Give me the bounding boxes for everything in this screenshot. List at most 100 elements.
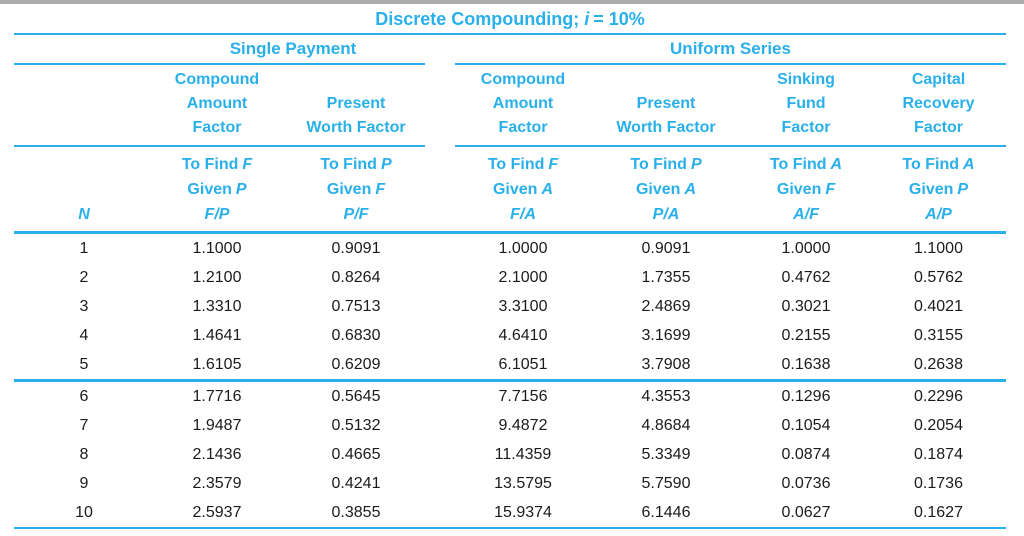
- divider-under-title: [14, 33, 1006, 35]
- find-line: To Find P: [591, 152, 741, 177]
- find-label: To Find: [769, 156, 827, 173]
- ratio-label: F/A: [510, 206, 536, 223]
- table-row: 3 1.3310 0.7513 3.3100 2.4869 0.3021 0.4021: [14, 292, 1006, 321]
- col-header-present-worth-factor-sp: Present Worth Factor: [306, 95, 406, 136]
- row-number: 3: [79, 298, 89, 315]
- factor-value: 0.1627: [914, 504, 963, 521]
- factor-value: 2.1436: [192, 446, 242, 463]
- title-interest-symbol: i: [584, 9, 590, 29]
- factor-value: 0.2638: [914, 356, 963, 373]
- factor-value: 0.1638: [781, 356, 831, 373]
- ratio-label: P/A: [652, 206, 680, 223]
- factor-value: 0.1054: [781, 417, 831, 434]
- factor-value: 0.2054: [914, 417, 963, 434]
- factor-value: 13.5795: [494, 475, 552, 492]
- find-label: To Find: [630, 156, 687, 173]
- divider-under-subheaders: [14, 145, 1006, 147]
- factor-value: 4.6410: [498, 327, 548, 344]
- given-line: Given F: [280, 177, 432, 202]
- page-title: Discrete Compounding; i = 10%: [14, 4, 1006, 33]
- divider-segment-left: [14, 145, 425, 147]
- group-header-single-payment: Single Payment: [229, 39, 357, 58]
- factor-value: 3.1699: [641, 327, 691, 344]
- divider-segment-right: [455, 63, 1006, 65]
- factor-value: 15.9374: [494, 504, 552, 521]
- given-line: Given A: [455, 177, 591, 202]
- factor-value: 0.7513: [331, 298, 381, 315]
- factor-value: 4.3553: [641, 388, 691, 405]
- row-number: 4: [79, 327, 89, 344]
- divider-under-groups: [14, 63, 1006, 65]
- given-label: Given: [908, 181, 954, 198]
- given-symbol: F: [825, 181, 836, 198]
- col-header-capital-recovery-factor: Capital Recovery Factor: [902, 71, 975, 136]
- factor-value: 1.2100: [192, 269, 242, 286]
- factor-value: 1.1000: [192, 240, 242, 257]
- col-header-pa: To Find P Given A P/A: [591, 152, 741, 227]
- given-symbol: P: [235, 181, 247, 198]
- factor-value: 0.4665: [331, 446, 381, 463]
- table-row: 8 2.1436 0.4665 11.4359 5.3349 0.0874 0.1874: [14, 440, 1006, 469]
- factor-value: 1.7716: [192, 388, 242, 405]
- factor-value: 6.1051: [498, 356, 548, 373]
- row-number: 1: [79, 240, 89, 257]
- col-header-fa: To Find F Given A F/A: [455, 152, 591, 227]
- table-row: 9 2.3579 0.4241 13.5795 5.7590 0.0736 0.1736: [14, 469, 1006, 498]
- tofind-row: N To Find F Given P F/P To Find P Given F P/…: [14, 147, 1006, 231]
- factor-value: 0.9091: [641, 240, 691, 257]
- col-header-ap: To Find A Given P A/P: [871, 152, 1006, 227]
- compounding-factor-table: Discrete Compounding; i = 10% Single Payme…: [14, 4, 1006, 529]
- divider-segment-left: [14, 63, 425, 65]
- ratio-label: F/P: [204, 206, 230, 223]
- factor-value: 4.8684: [641, 417, 691, 434]
- factor-value: 0.3021: [781, 298, 831, 315]
- factor-value: 0.3855: [331, 504, 381, 521]
- col-header-compound-amount-factor-sp: Compound Amount Factor: [174, 71, 260, 136]
- divider-bottom: [14, 527, 1006, 529]
- given-label: Given: [492, 181, 538, 198]
- find-symbol: F: [242, 156, 253, 173]
- top-gray-bar: [0, 0, 1024, 4]
- title-text: Discrete Compounding;: [375, 9, 580, 29]
- find-label: To Find: [181, 156, 239, 173]
- factor-value: 0.4241: [331, 475, 381, 492]
- factor-value: 9.4872: [498, 417, 548, 434]
- factor-value: 0.2155: [781, 327, 831, 344]
- row-number: 7: [79, 417, 89, 434]
- factor-value: 1.9487: [192, 417, 242, 434]
- factor-value: 0.0736: [781, 475, 831, 492]
- col-header-af: To Find A Given F A/F: [741, 152, 871, 227]
- factor-value: 0.1736: [914, 475, 963, 492]
- group-header-row: Single Payment Uniform Series: [14, 35, 1006, 63]
- table-row: 10 2.5937 0.3855 15.9374 6.1446 0.0627 0.1627: [14, 498, 1006, 527]
- factor-value: 0.8264: [331, 269, 381, 286]
- factor-value: 1.3310: [192, 298, 242, 315]
- find-line: To Find P: [280, 152, 432, 177]
- factor-value: 6.1446: [641, 504, 691, 521]
- given-line: Given P: [154, 177, 280, 202]
- factor-value: 0.5762: [914, 269, 963, 286]
- given-symbol: P: [957, 181, 969, 198]
- factor-value: 3.7908: [641, 356, 691, 373]
- factor-value: 0.9091: [331, 240, 381, 257]
- table-row: 6 1.7716 0.5645 7.7156 4.3553 0.1296 0.2296: [14, 379, 1006, 411]
- find-line: To Find F: [455, 152, 591, 177]
- factor-value: 0.2296: [914, 388, 963, 405]
- factor-value: 3.3100: [498, 298, 548, 315]
- given-line: Given P: [871, 177, 1006, 202]
- factor-value: 1.0000: [781, 240, 831, 257]
- factor-value: 2.4869: [641, 298, 691, 315]
- find-line: To Find F: [154, 152, 280, 177]
- factor-value: 5.7590: [641, 475, 691, 492]
- factor-value: 1.1000: [914, 240, 963, 257]
- factor-value: 1.7355: [641, 269, 691, 286]
- find-line: To Find A: [741, 152, 871, 177]
- table-row: 2 1.2100 0.8264 2.1000 1.7355 0.4762 0.5762: [14, 263, 1006, 292]
- table-row: 5 1.6105 0.6209 6.1051 3.7908 0.1638 0.2638: [14, 350, 1006, 379]
- given-symbol: A: [541, 181, 554, 198]
- row-number: 5: [79, 356, 89, 373]
- find-symbol: A: [830, 156, 843, 173]
- factor-value: 1.0000: [498, 240, 548, 257]
- factor-value: 0.0627: [781, 504, 831, 521]
